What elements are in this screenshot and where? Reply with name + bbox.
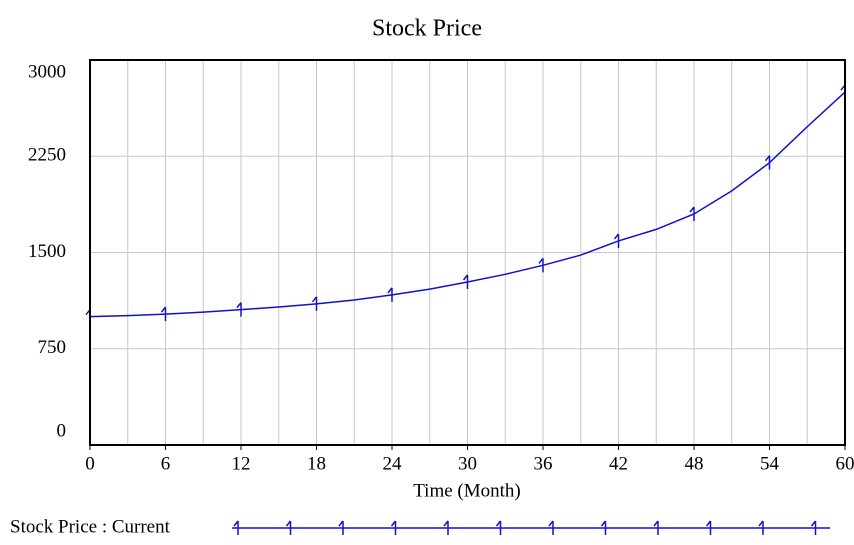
grid — [90, 60, 845, 445]
series-marker — [766, 156, 770, 170]
chart-title: Stock Price — [372, 16, 482, 42]
x-tick-label: 0 — [85, 453, 95, 474]
plot — [86, 85, 845, 324]
x-tick-label: 30 — [458, 453, 477, 474]
series-marker — [690, 207, 694, 221]
x-tick-label: 48 — [685, 453, 704, 474]
x-tick-label: 60 — [836, 453, 854, 474]
y-tick-label: 2250 — [28, 145, 66, 166]
x-tick-label: 36 — [534, 453, 553, 474]
legend-label: Stock Price : Current — [10, 516, 171, 537]
y-tick-label: 1500 — [28, 241, 66, 262]
y-tick-label: 3000 — [28, 61, 66, 82]
y-tick-label: 750 — [38, 337, 67, 358]
x-tick-label: 42 — [609, 453, 628, 474]
x-tick-label: 24 — [383, 453, 403, 474]
x-tick-label: 6 — [161, 453, 171, 474]
x-tick-label: 12 — [232, 453, 251, 474]
y-tick-label: 0 — [57, 420, 67, 441]
x-tick-label: 54 — [760, 453, 780, 474]
x-tick-label: 18 — [307, 453, 326, 474]
x-axis-label: Time (Month) — [413, 480, 521, 501]
